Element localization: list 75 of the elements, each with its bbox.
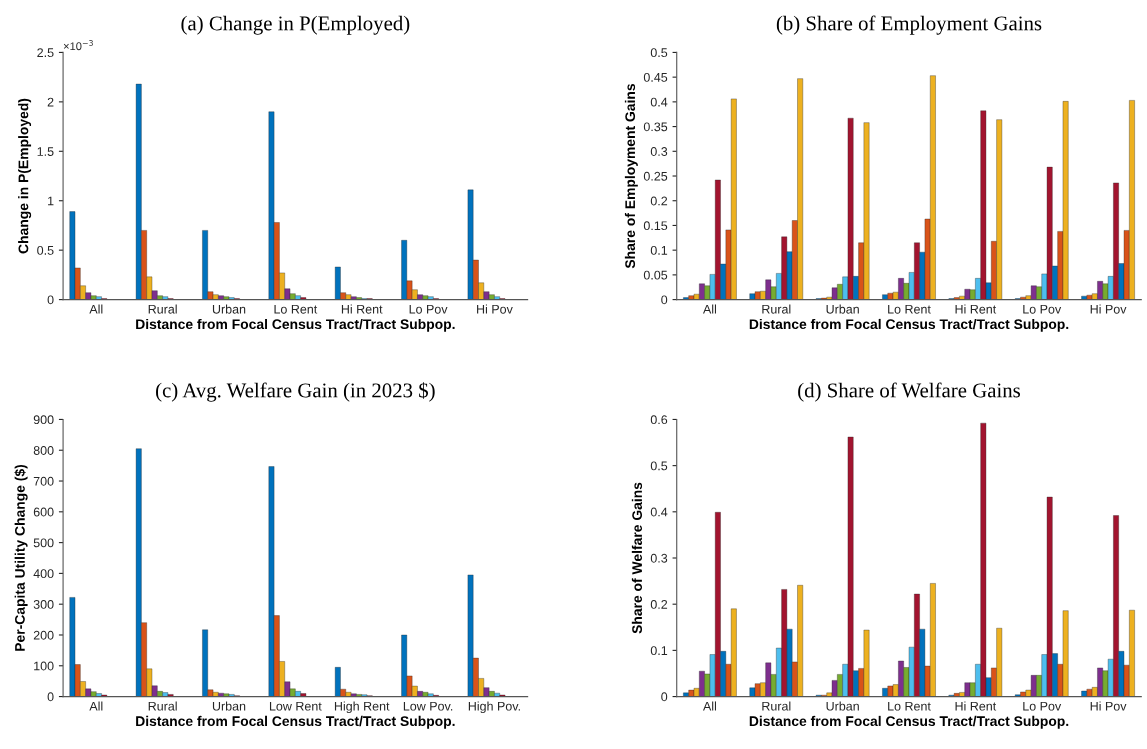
- y-tick-label: 700: [33, 476, 54, 486]
- y-tick-label: 0.45: [643, 72, 668, 82]
- x-tick-label: Lo Pov: [409, 304, 448, 314]
- x-tick-label: Urban: [826, 701, 859, 711]
- y-tick-label: 2: [47, 97, 54, 107]
- x-tick-label: Rural: [762, 304, 791, 314]
- y-tick-label: 0: [47, 692, 54, 702]
- chart-title: (a) Change in P(Employed): [181, 15, 410, 35]
- x-tick-label: Hi Rent: [955, 304, 997, 314]
- x-tick-label: Lo Rent: [274, 304, 318, 314]
- y-tick-label: 100: [34, 661, 54, 671]
- y-tick-label: 300: [33, 599, 54, 609]
- y-axis-title: Per-Capita Utility Change ($): [14, 464, 28, 651]
- x-tick-label: All: [89, 304, 103, 314]
- y-tick-label: 800: [33, 446, 54, 455]
- y-tick-label: 1.5: [37, 147, 54, 156]
- x-tick-label: Rural: [148, 701, 177, 711]
- y-axis-title: Change in P(Employed): [18, 98, 32, 254]
- y-tick-label: 0: [661, 692, 668, 702]
- x-tick-label: Lo Rent: [888, 304, 931, 314]
- x-axis-title: Distance from Focal Census Tract/Tract Subpop.: [749, 318, 1069, 332]
- y-tick-label: 0.3: [650, 147, 668, 156]
- y-tick-label: 0.5: [37, 245, 54, 255]
- y-tick-label: 0.5: [650, 461, 668, 471]
- x-tick-label: Low Rent: [269, 701, 322, 711]
- x-tick-label: Lo Rent: [888, 701, 931, 711]
- x-tick-label: Hi Rent: [341, 304, 383, 314]
- y-tick-label: 0.35: [643, 122, 668, 132]
- y-tick-label: 0: [47, 295, 54, 305]
- x-tick-label: Urban: [212, 701, 246, 711]
- y-axis-title: Share of Employment Gains: [624, 83, 638, 269]
- chart-title: (c) Avg. Welfare Gain (in 2023 $): [156, 382, 435, 402]
- y-axis-title: Share of Welfare Gains: [631, 482, 643, 634]
- y-tick-label: 0.2: [650, 196, 668, 206]
- x-tick-label: Lo Pov: [1023, 304, 1062, 314]
- y-tick-label: 0.4: [650, 97, 668, 107]
- x-tick-label: All: [702, 304, 717, 314]
- chart-title: (d) Share of Welfare Gains: [798, 382, 1021, 402]
- x-tick-label: Urban: [826, 304, 859, 314]
- y-tick-label: 400: [33, 569, 54, 579]
- y-tick-label: 0.25: [643, 171, 668, 181]
- text: ×10$^{−3}$: [63, 40, 93, 51]
- y-tick-label: 0.4: [650, 507, 668, 517]
- y-tick-label: 2.5: [37, 48, 54, 58]
- x-tick-label: Low Pov.: [403, 701, 453, 711]
- x-tick-label: All: [89, 701, 103, 711]
- y-tick-label: 0.2: [650, 599, 668, 609]
- x-tick-label: Hi Pov: [1090, 701, 1127, 711]
- x-axis-title: Distance from Focal Census Tract/Tract Subpop.: [136, 318, 455, 332]
- y-tick-label: 0.6: [650, 415, 668, 425]
- y-tick-label: 0.5: [650, 48, 668, 58]
- chart-title: (b) Share of Employment Gains: [776, 15, 1042, 35]
- y-tick-label: 0.15: [643, 221, 668, 231]
- x-tick-label: Rural: [148, 304, 177, 314]
- x-tick-label: Hi Pov: [1090, 304, 1127, 314]
- y-tick-label: 0.1: [650, 646, 668, 656]
- x-axis-title: Distance from Focal Census Tract/Tract Subpop.: [749, 715, 1069, 729]
- y-tick-label: 1: [48, 196, 54, 206]
- y-tick-label: 200: [33, 630, 54, 640]
- x-tick-label: Rural: [762, 701, 791, 711]
- y-tick-label: 500: [33, 538, 54, 548]
- y-tick-label: 0: [661, 295, 668, 305]
- x-tick-label: High Rent: [334, 701, 390, 714]
- x-tick-label: Hi Rent: [955, 701, 997, 711]
- y-tick-label: 0.05: [643, 270, 668, 280]
- x-tick-label: All: [702, 701, 717, 711]
- y-tick-label: 900: [33, 415, 54, 425]
- x-tick-label: Hi Pov: [477, 304, 513, 314]
- y-tick-label: 600: [33, 507, 54, 517]
- x-tick-label: High Pov.: [468, 701, 520, 714]
- x-axis-title: Distance from Focal Census Tract/Tract Subpop.: [136, 715, 455, 729]
- x-tick-label: Lo Pov: [1023, 701, 1062, 711]
- y-tick-label: 0.3: [650, 553, 668, 563]
- y-tick-label: 0.1: [650, 245, 668, 255]
- x-tick-label: Urban: [212, 304, 246, 314]
